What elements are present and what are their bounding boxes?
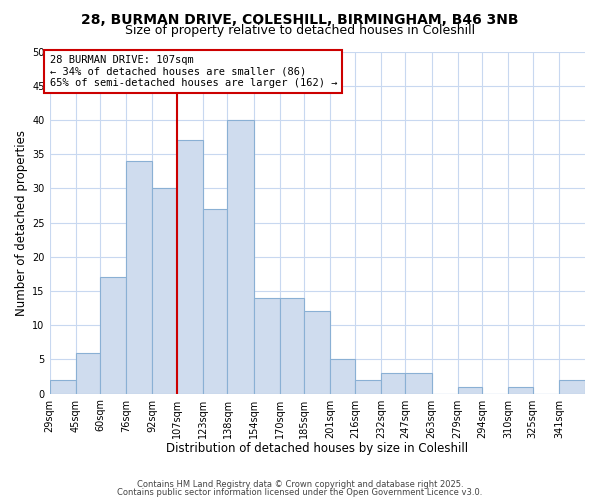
Text: 28 BURMAN DRIVE: 107sqm
← 34% of detached houses are smaller (86)
65% of semi-de: 28 BURMAN DRIVE: 107sqm ← 34% of detache…: [50, 55, 337, 88]
Text: Size of property relative to detached houses in Coleshill: Size of property relative to detached ho…: [125, 24, 475, 37]
Bar: [203, 209, 227, 394]
Bar: [50, 380, 76, 394]
Bar: [381, 373, 406, 394]
Bar: [355, 380, 381, 394]
Bar: [331, 360, 355, 394]
X-axis label: Distribution of detached houses by size in Coleshill: Distribution of detached houses by size …: [166, 442, 469, 455]
Y-axis label: Number of detached properties: Number of detached properties: [15, 130, 28, 316]
Text: Contains public sector information licensed under the Open Government Licence v3: Contains public sector information licen…: [118, 488, 482, 497]
Bar: [508, 387, 533, 394]
Text: 28, BURMAN DRIVE, COLESHILL, BIRMINGHAM, B46 3NB: 28, BURMAN DRIVE, COLESHILL, BIRMINGHAM,…: [81, 12, 519, 26]
Bar: [227, 120, 254, 394]
Bar: [458, 387, 482, 394]
Bar: [254, 298, 280, 394]
Bar: [100, 278, 126, 394]
Bar: [406, 373, 431, 394]
Bar: [304, 312, 331, 394]
Bar: [177, 140, 203, 394]
Bar: [76, 352, 100, 394]
Text: Contains HM Land Registry data © Crown copyright and database right 2025.: Contains HM Land Registry data © Crown c…: [137, 480, 463, 489]
Bar: [152, 188, 177, 394]
Bar: [280, 298, 304, 394]
Bar: [126, 161, 152, 394]
Bar: [559, 380, 585, 394]
